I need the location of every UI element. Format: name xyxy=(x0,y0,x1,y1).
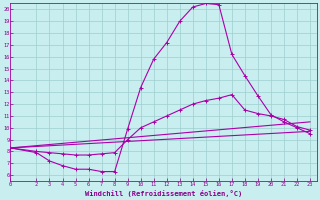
X-axis label: Windchill (Refroidissement éolien,°C): Windchill (Refroidissement éolien,°C) xyxy=(85,190,242,197)
